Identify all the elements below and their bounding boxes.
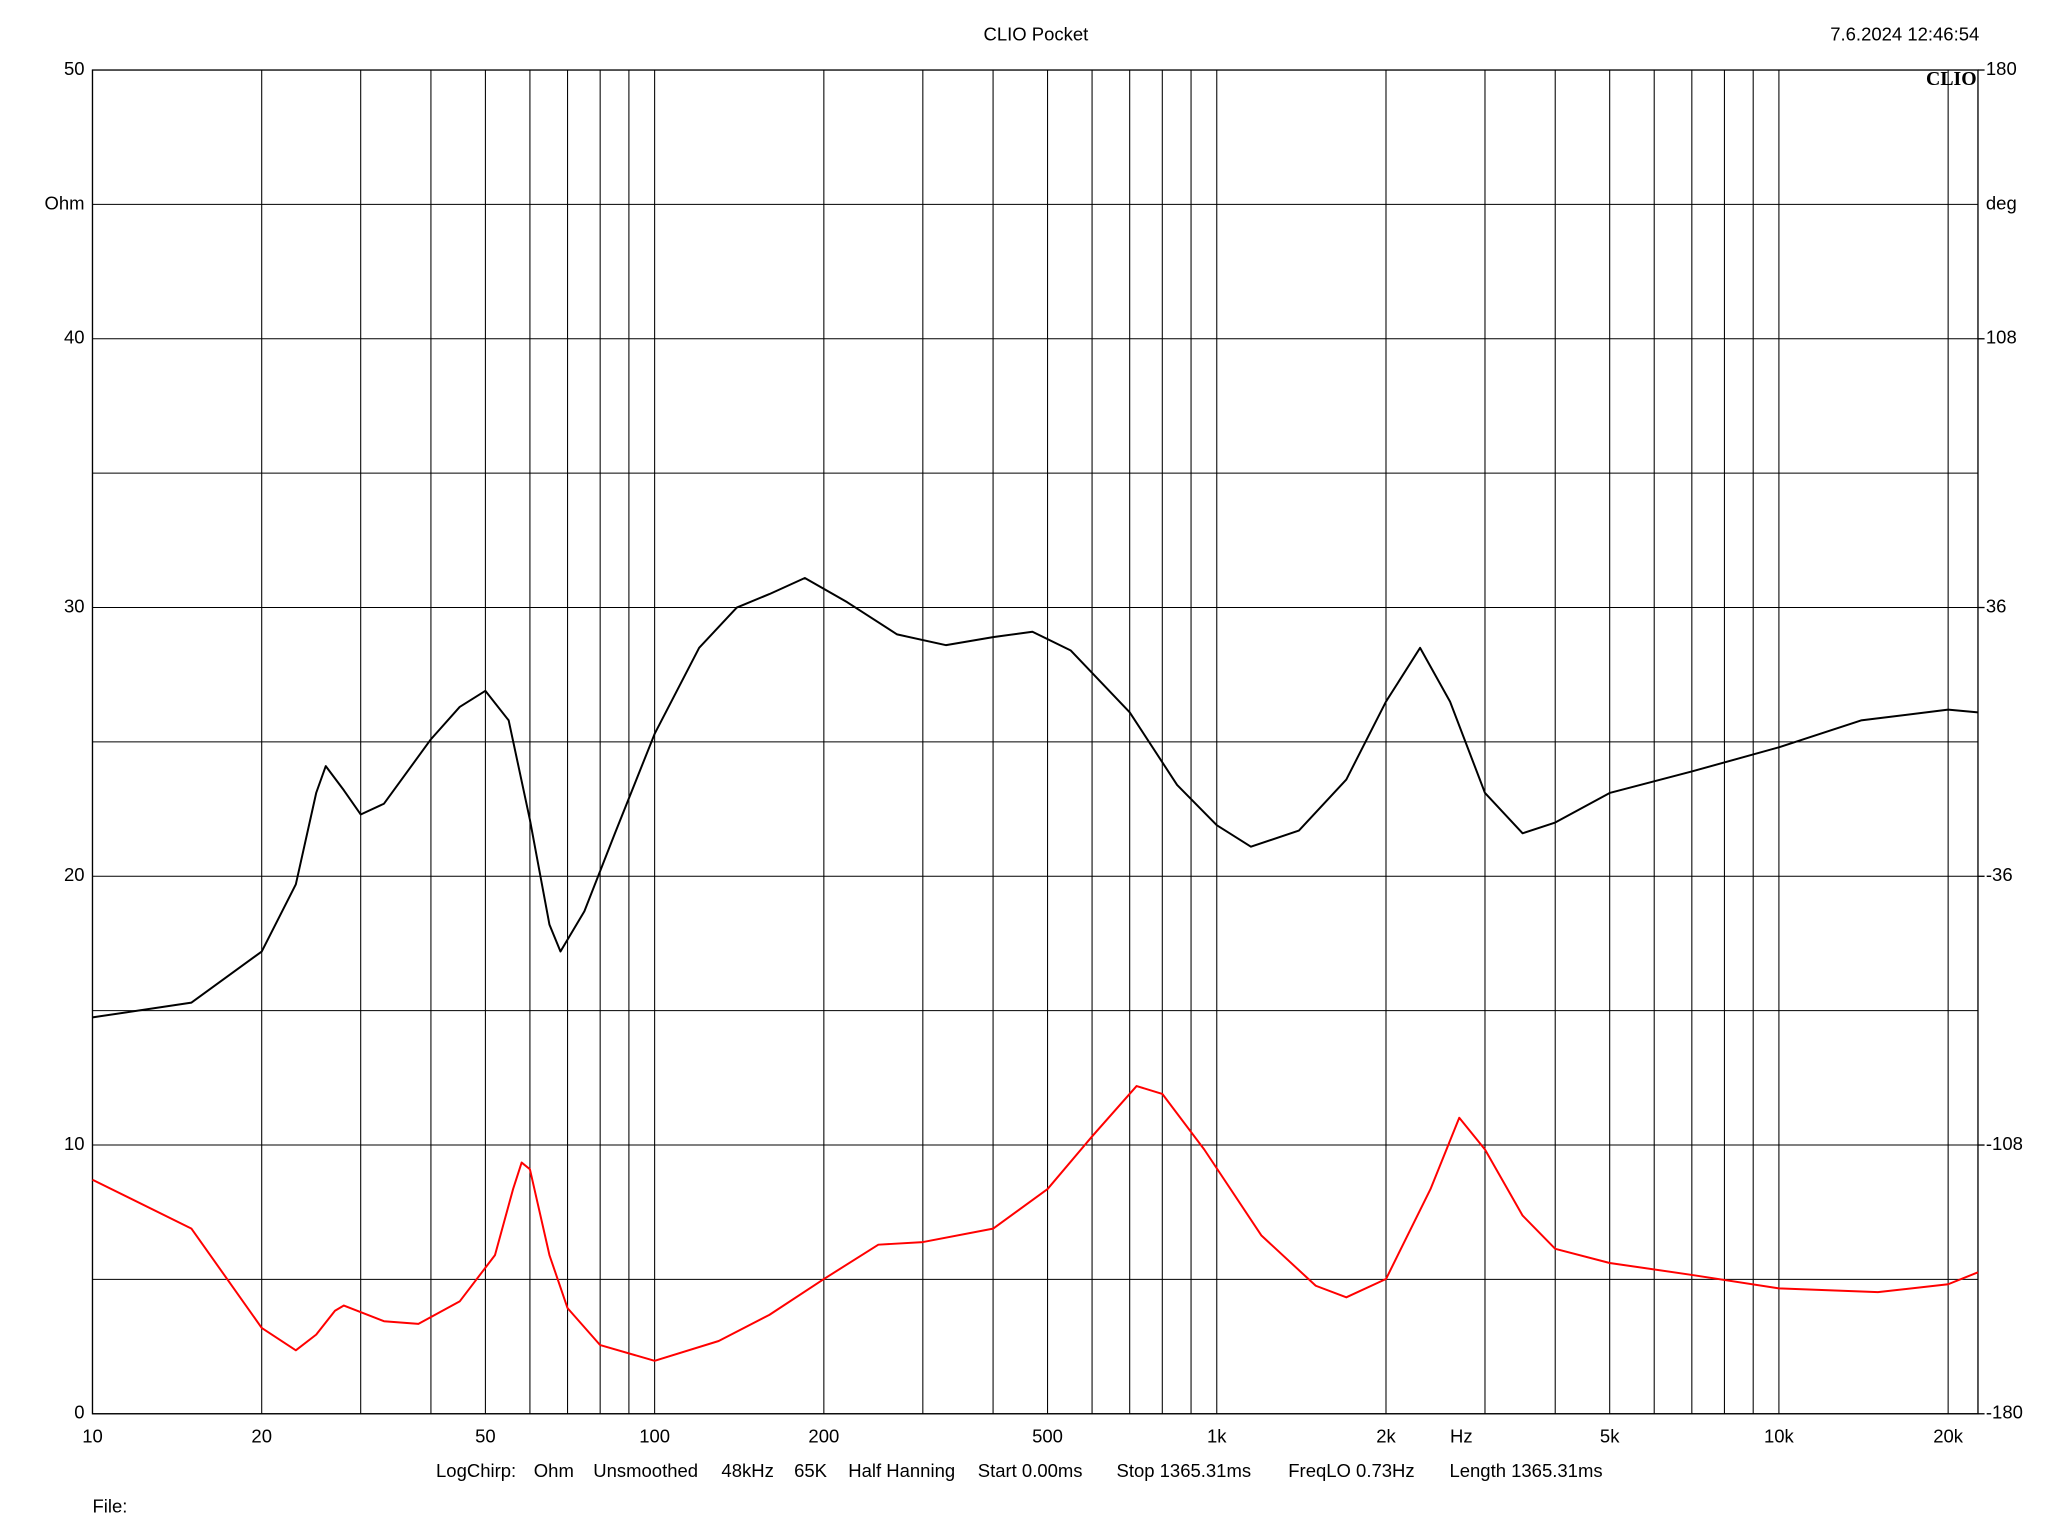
y-axis-label: Ohm bbox=[45, 193, 85, 214]
footer-item: 65K bbox=[794, 1460, 828, 1481]
x-tick-label: 10 bbox=[82, 1425, 103, 1446]
chart-title: CLIO Pocket bbox=[983, 24, 1088, 45]
footer-item: Stop 1365.31ms bbox=[1116, 1460, 1251, 1481]
y-tick-label: 20 bbox=[64, 864, 85, 885]
y-tick-label: 10 bbox=[64, 1133, 85, 1154]
y2-tick-label: 108 bbox=[1986, 327, 2017, 348]
timestamp: 7.6.2024 12:46:54 bbox=[1830, 24, 1979, 45]
footer-item: Half Hanning bbox=[848, 1460, 955, 1481]
y2-tick-label: -180 bbox=[1986, 1402, 2023, 1423]
x-tick-label: 10k bbox=[1764, 1425, 1795, 1446]
x-tick-label: 20 bbox=[251, 1425, 272, 1446]
footer-item: LogChirp: bbox=[436, 1460, 516, 1481]
plot-frame bbox=[91, 69, 1979, 1415]
footer-item: Length 1365.31ms bbox=[1449, 1460, 1602, 1481]
y2-axis-label: deg bbox=[1986, 193, 2017, 214]
y-tick-label: 0 bbox=[74, 1402, 84, 1423]
series-line bbox=[92, 576, 1979, 1019]
file-label: File: bbox=[92, 1495, 127, 1516]
x-tick-label: 20k bbox=[1933, 1425, 1964, 1446]
y2-tick-label: 180 bbox=[1986, 58, 2017, 79]
y2-tick-label: -108 bbox=[1986, 1133, 2023, 1154]
footer-item: FreqLO 0.73Hz bbox=[1288, 1460, 1414, 1481]
series-line bbox=[92, 1085, 1979, 1362]
y-tick-label: 50 bbox=[64, 58, 85, 79]
y-tick-label: 30 bbox=[64, 595, 85, 616]
x-tick-label: 200 bbox=[808, 1425, 839, 1446]
x-tick-label: 500 bbox=[1032, 1425, 1063, 1446]
footer-item: Start 0.00ms bbox=[978, 1460, 1083, 1481]
y-tick-label: 40 bbox=[64, 327, 85, 348]
x-tick-label: 1k bbox=[1207, 1425, 1227, 1446]
x-tick-label: 50 bbox=[475, 1425, 496, 1446]
y2-tick-label: -36 bbox=[1986, 864, 2013, 885]
x-tick-label: 2k bbox=[1376, 1425, 1396, 1446]
x-axis-label: Hz bbox=[1450, 1425, 1473, 1446]
y2-tick-label: 36 bbox=[1986, 595, 2007, 616]
x-tick-label: 100 bbox=[639, 1425, 670, 1446]
x-tick-label: 5k bbox=[1600, 1425, 1620, 1446]
footer-item: Ohm bbox=[534, 1460, 574, 1481]
footer-item: 48kHz bbox=[721, 1460, 773, 1481]
footer-item: Unsmoothed bbox=[593, 1460, 698, 1481]
logo: CLIO bbox=[1926, 68, 1977, 90]
